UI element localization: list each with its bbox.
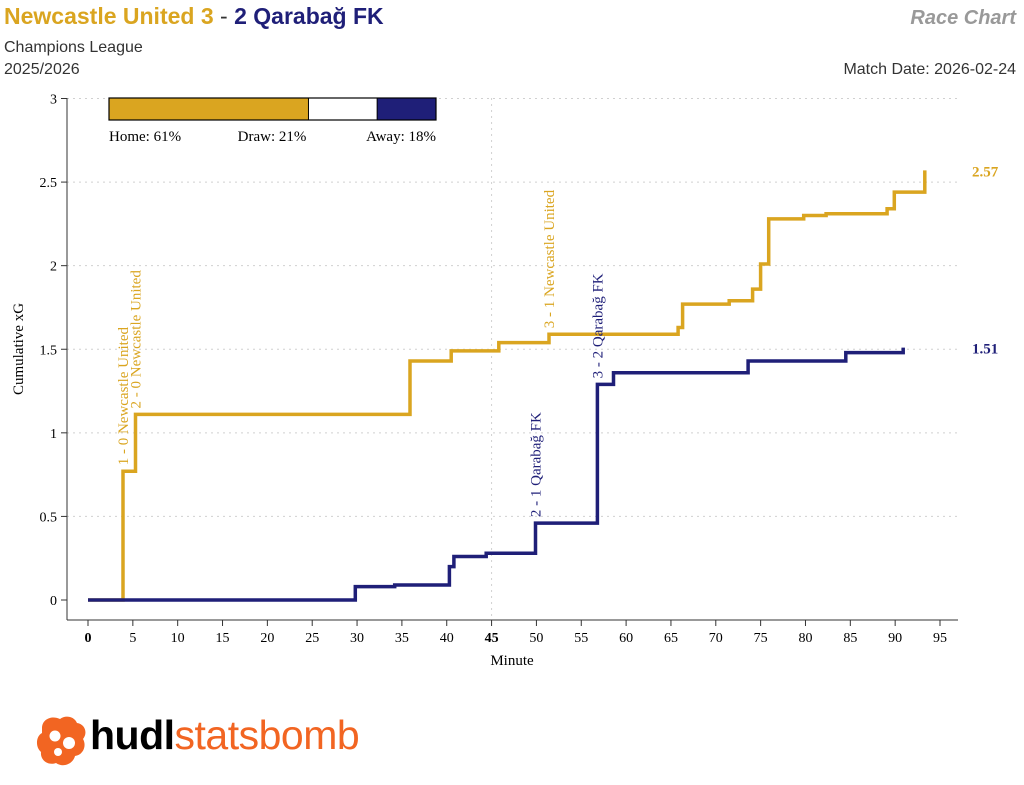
- x-tick-label: 65: [664, 631, 678, 646]
- goal-annotation: 3 - 2 Qarabağ FK: [590, 273, 606, 378]
- y-tick-label: 2: [50, 260, 57, 275]
- home-probability-bar: [109, 98, 309, 120]
- y-axis-label: Cumulative xG: [11, 303, 27, 395]
- season-label: 2025/2026: [4, 61, 80, 78]
- goal-annotation: 2 - 1 Qarabağ FK: [529, 412, 545, 517]
- x-tick-label: 30: [350, 631, 364, 646]
- goal-annotation: 1 - 0 Newcastle United: [116, 326, 132, 465]
- x-tick-label: 85: [843, 631, 857, 646]
- x-tick-label: 55: [574, 631, 588, 646]
- home-xg-line: [88, 170, 927, 602]
- home-probability-label: Home: 61%: [109, 129, 181, 145]
- competition-label: Champions League: [4, 39, 143, 56]
- away-probability-bar: [377, 98, 436, 120]
- race-chart: 00.511.522.530 5 10 15 20 25 30 35 40 45 50 55 60 65 7…: [11, 93, 999, 670]
- logo-word-hudl: hudl: [90, 712, 175, 758]
- x-tick-label: 45: [485, 631, 499, 646]
- chart-type-label: Race Chart: [910, 7, 1016, 29]
- y-tick-label: 0: [50, 594, 57, 609]
- match-date: Match Date: 2026-02-24: [843, 61, 1016, 78]
- away-probability-label: Away: 18%: [366, 129, 436, 145]
- x-tick-label: 75: [754, 631, 768, 646]
- x-axis-label: Minute: [490, 653, 534, 669]
- home-final-xg-label: 2.57: [972, 164, 999, 180]
- statsbomb-logo-icon: [36, 716, 86, 766]
- x-tick-label: 70: [709, 631, 723, 646]
- goal-annotation: 3 - 1 Newcastle United: [542, 189, 558, 328]
- x-tick-label: 10: [171, 631, 185, 646]
- probability-bar-frame: [108, 97, 437, 121]
- y-tick-label: 3: [50, 93, 57, 108]
- chart-title: Newcastle United 3 - 2 Qarabağ FK: [4, 3, 384, 30]
- x-tick-label: 25: [305, 631, 319, 646]
- x-tick-label: 80: [798, 631, 812, 646]
- draw-probability-label: Draw: 21%: [238, 129, 307, 145]
- x-tick-label: 90: [888, 631, 902, 646]
- draw-probability-bar: [308, 98, 378, 120]
- x-tick-label: 35: [395, 631, 409, 646]
- away-team-title: 2 Qarabağ FK: [234, 3, 384, 29]
- title-separator: -: [213, 3, 235, 29]
- x-tick-label: 5: [129, 631, 136, 646]
- y-tick-label: 1: [50, 427, 57, 442]
- home-team-title: Newcastle United 3: [4, 3, 214, 29]
- logo-word-statsbomb: statsbomb: [174, 712, 360, 758]
- away-xg-line: [88, 347, 905, 602]
- x-tick-label: 60: [619, 631, 633, 646]
- x-tick-label: 40: [440, 631, 454, 646]
- y-tick-label: 0.5: [40, 510, 58, 525]
- x-tick-label: 95: [933, 631, 947, 646]
- x-tick-label: 0: [85, 631, 92, 646]
- away-final-xg-label: 1.51: [972, 342, 998, 358]
- x-tick-label: 20: [260, 631, 274, 646]
- x-tick-label: 50: [529, 631, 543, 646]
- x-tick-label: 15: [216, 631, 230, 646]
- logo-wordmark: hudlstatsbomb: [90, 712, 360, 759]
- goal-annotation: 2 - 0 Newcastle United: [129, 270, 145, 409]
- y-tick-label: 2.5: [40, 176, 58, 191]
- y-tick-label: 1.5: [40, 343, 58, 358]
